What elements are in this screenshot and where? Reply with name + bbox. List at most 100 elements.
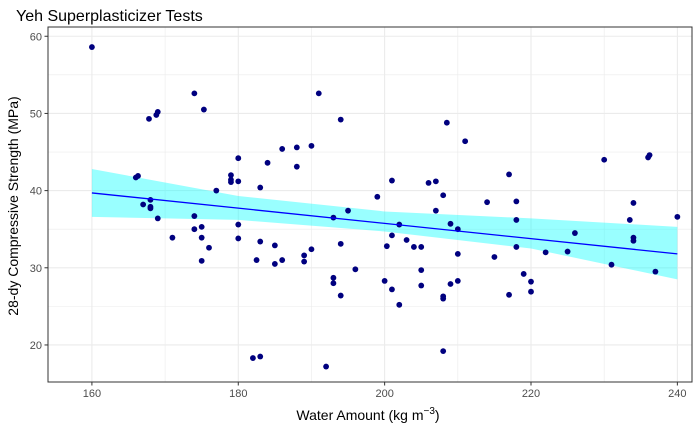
data-point — [506, 291, 512, 298]
data-point — [308, 142, 315, 149]
data-point — [352, 266, 359, 273]
data-point — [425, 179, 432, 186]
data-point — [520, 271, 527, 277]
data-point — [513, 198, 520, 205]
data-point — [542, 249, 549, 256]
data-point — [601, 156, 608, 163]
data-point — [411, 244, 417, 250]
data-point — [146, 115, 152, 122]
data-point — [564, 248, 571, 255]
panel-border — [47, 26, 693, 383]
data-point — [572, 230, 578, 236]
y-tick-label: 50 — [30, 108, 42, 120]
data-point — [528, 278, 534, 285]
data-point — [235, 221, 242, 228]
data-point — [206, 244, 212, 251]
data-point — [381, 278, 388, 284]
data-point — [674, 213, 681, 220]
data-point — [169, 234, 176, 241]
data-point — [235, 155, 242, 162]
fit-line-layer — [91, 192, 678, 255]
data-point — [337, 240, 344, 247]
data-point — [418, 282, 425, 289]
data-point — [257, 238, 264, 245]
data-point — [389, 177, 395, 184]
y-axis: 20 30 40 50 60 — [30, 31, 48, 352]
data-point — [228, 172, 234, 179]
data-point — [301, 258, 308, 265]
confidence-band — [91, 169, 678, 280]
data-point — [264, 159, 271, 166]
data-point — [418, 244, 425, 250]
y-axis-title: 28-dy Compressive Strength (MPa) — [5, 96, 21, 315]
data-point — [447, 281, 454, 287]
data-point — [403, 237, 410, 243]
data-point — [235, 235, 242, 242]
y-tick-label: 60 — [30, 31, 42, 43]
data-point — [250, 355, 256, 361]
x-tick-label: 220 — [522, 388, 540, 400]
data-point — [135, 173, 141, 179]
data-point — [454, 278, 461, 284]
data-point — [198, 234, 205, 241]
data-point — [374, 193, 381, 200]
x-tick-label: 240 — [668, 388, 686, 400]
data-point — [293, 144, 300, 151]
data-point — [271, 261, 278, 267]
data-point — [330, 280, 337, 287]
data-points — [89, 44, 681, 370]
data-point — [330, 274, 337, 281]
chart-title: Yeh Superplasticizer Tests — [16, 8, 203, 25]
data-point — [257, 353, 264, 360]
data-point — [213, 187, 220, 194]
data-point — [337, 292, 344, 299]
data-point — [198, 223, 205, 230]
data-point — [253, 257, 260, 263]
data-point — [432, 178, 439, 185]
data-point — [301, 252, 308, 259]
data-point — [383, 243, 390, 250]
data-point — [626, 217, 633, 223]
data-point — [271, 242, 278, 249]
x-axis-title-superscript: −3 — [424, 406, 436, 417]
x-axis: 160 180 200 220 240 — [83, 382, 687, 400]
x-axis-title: Water Amount (kg m−3) — [296, 406, 439, 423]
y-tick-label: 40 — [30, 186, 42, 198]
data-point — [418, 267, 425, 273]
data-point — [513, 217, 520, 223]
data-point — [462, 138, 469, 145]
x-tick-label: 180 — [229, 388, 247, 400]
x-tick-label: 160 — [83, 388, 101, 400]
data-point — [198, 257, 205, 264]
panel-background — [48, 27, 692, 382]
data-point — [506, 171, 512, 178]
y-tick-label: 30 — [30, 263, 42, 275]
data-point — [630, 237, 637, 244]
data-point — [652, 268, 659, 275]
data-point — [432, 207, 439, 214]
data-point — [337, 116, 344, 123]
data-point — [89, 44, 95, 50]
x-tick-label: 200 — [375, 388, 393, 400]
data-point — [147, 205, 154, 212]
data-point — [491, 254, 498, 260]
data-point — [154, 108, 161, 115]
data-point — [440, 348, 447, 355]
data-point — [191, 90, 198, 97]
data-point — [228, 179, 234, 186]
data-point — [513, 244, 520, 250]
data-point — [396, 301, 403, 308]
data-point — [440, 295, 447, 302]
data-point — [200, 106, 207, 113]
data-point — [191, 213, 198, 219]
data-point — [440, 192, 447, 199]
data-point — [235, 178, 242, 185]
data-point — [293, 163, 300, 170]
data-point — [389, 232, 395, 239]
data-point — [191, 226, 198, 233]
data-point — [154, 215, 161, 222]
data-point — [279, 146, 286, 152]
data-point — [345, 207, 351, 214]
data-point — [257, 184, 264, 191]
